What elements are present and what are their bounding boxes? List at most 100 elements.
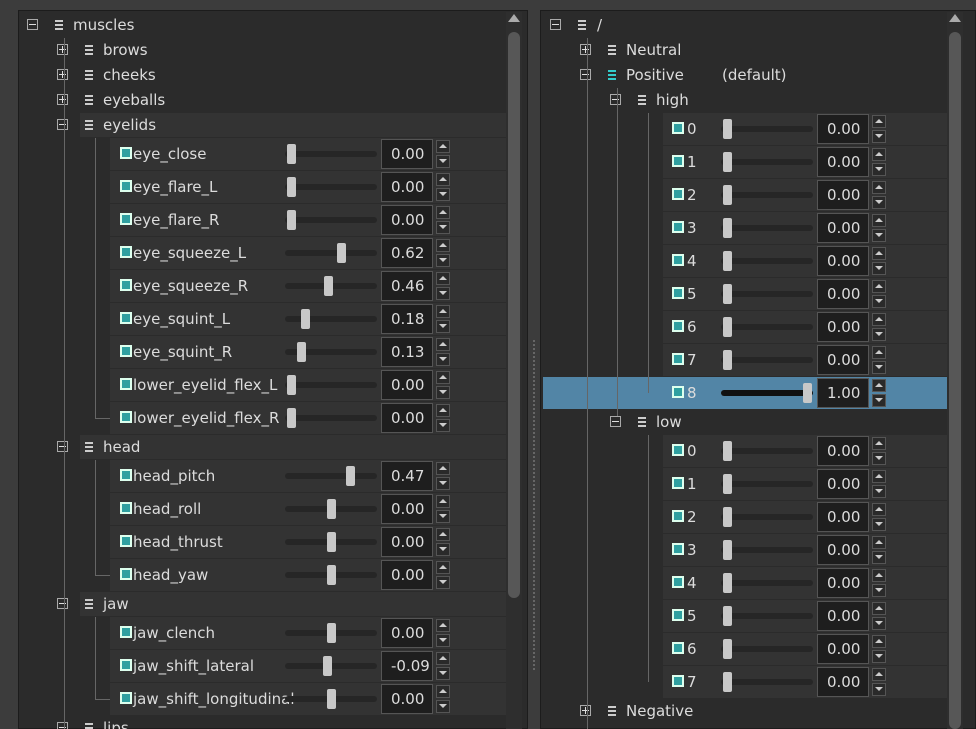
menu-icon[interactable] bbox=[85, 603, 93, 605]
checkbox[interactable] bbox=[120, 469, 132, 481]
expander[interactable] bbox=[57, 441, 68, 452]
slider-handle[interactable] bbox=[336, 243, 346, 263]
checkbox[interactable] bbox=[672, 576, 684, 588]
slider-handle[interactable] bbox=[327, 689, 336, 709]
menu-icon[interactable] bbox=[608, 714, 616, 716]
value-field[interactable] bbox=[817, 246, 869, 276]
checkbox[interactable] bbox=[672, 477, 684, 489]
menu-icon[interactable] bbox=[85, 607, 93, 609]
slider-handle[interactable] bbox=[287, 375, 296, 395]
slider-track[interactable] bbox=[285, 415, 377, 421]
slider-handle[interactable] bbox=[287, 408, 296, 428]
slider-handle[interactable] bbox=[723, 672, 732, 692]
scroll-thumb[interactable] bbox=[949, 32, 961, 729]
checkbox[interactable] bbox=[120, 626, 132, 638]
checkbox[interactable] bbox=[672, 386, 684, 398]
slider-track[interactable] bbox=[721, 481, 813, 487]
menu-icon[interactable] bbox=[638, 421, 646, 423]
menu-icon[interactable] bbox=[55, 24, 63, 26]
value-field[interactable] bbox=[381, 527, 433, 557]
checkbox[interactable] bbox=[672, 543, 684, 555]
slider-handle[interactable] bbox=[327, 499, 336, 519]
slider-handle[interactable] bbox=[803, 383, 812, 403]
value-field[interactable] bbox=[817, 114, 869, 144]
slider-track[interactable] bbox=[285, 316, 377, 322]
value-field[interactable] bbox=[381, 238, 433, 268]
slider-track[interactable] bbox=[285, 151, 377, 157]
slider-handle[interactable] bbox=[723, 540, 732, 560]
menu-icon[interactable] bbox=[85, 53, 93, 55]
value-field[interactable] bbox=[817, 147, 869, 177]
menu-icon[interactable] bbox=[638, 425, 646, 427]
slider-track[interactable] bbox=[285, 250, 377, 256]
menu-icon[interactable] bbox=[638, 99, 646, 101]
value-field[interactable] bbox=[817, 213, 869, 243]
slider-handle[interactable] bbox=[723, 284, 732, 304]
menu-icon[interactable] bbox=[85, 103, 93, 105]
value-field[interactable] bbox=[381, 618, 433, 648]
checkbox[interactable] bbox=[672, 155, 684, 167]
menu-icon[interactable] bbox=[85, 49, 93, 51]
value-field[interactable] bbox=[817, 634, 869, 664]
expander[interactable] bbox=[610, 94, 621, 105]
value-field[interactable] bbox=[381, 172, 433, 202]
slider-handle[interactable] bbox=[723, 317, 732, 337]
expander[interactable] bbox=[610, 416, 621, 427]
slider-track[interactable] bbox=[721, 126, 813, 132]
slider-handle[interactable] bbox=[287, 210, 296, 230]
expander[interactable] bbox=[580, 705, 591, 716]
slider-track[interactable] bbox=[721, 258, 813, 264]
checkbox[interactable] bbox=[672, 188, 684, 200]
checkbox[interactable] bbox=[672, 353, 684, 365]
value-field[interactable] bbox=[817, 502, 869, 532]
menu-icon[interactable] bbox=[85, 128, 93, 130]
menu-icon[interactable] bbox=[85, 99, 93, 101]
value-field[interactable] bbox=[381, 304, 433, 334]
menu-icon[interactable] bbox=[578, 24, 586, 26]
value-field[interactable] bbox=[817, 436, 869, 466]
value-field[interactable] bbox=[381, 560, 433, 590]
menu-icon[interactable] bbox=[608, 53, 616, 55]
value-field[interactable] bbox=[381, 494, 433, 524]
slider-track[interactable] bbox=[721, 547, 813, 553]
expander[interactable] bbox=[57, 69, 68, 80]
value-field[interactable] bbox=[381, 370, 433, 400]
menu-icon[interactable] bbox=[85, 45, 93, 47]
slider-handle[interactable] bbox=[723, 474, 732, 494]
slider-handle[interactable] bbox=[287, 177, 296, 197]
menu-icon[interactable] bbox=[85, 727, 93, 729]
checkbox[interactable] bbox=[120, 692, 132, 704]
value-field[interactable] bbox=[381, 139, 433, 169]
slider-track[interactable] bbox=[721, 646, 813, 652]
expander[interactable] bbox=[27, 19, 38, 30]
menu-icon[interactable] bbox=[608, 74, 616, 76]
scroll-thumb[interactable] bbox=[508, 32, 520, 598]
menu-icon[interactable] bbox=[608, 70, 616, 72]
expander[interactable] bbox=[580, 44, 591, 55]
value-field[interactable] bbox=[817, 312, 869, 342]
menu-icon[interactable] bbox=[85, 723, 93, 725]
menu-icon[interactable] bbox=[638, 95, 646, 97]
slider-track[interactable] bbox=[721, 159, 813, 165]
slider-handle[interactable] bbox=[345, 466, 355, 486]
group-row[interactable] bbox=[80, 435, 506, 459]
expander[interactable] bbox=[57, 94, 68, 105]
slider-track[interactable] bbox=[721, 357, 813, 363]
value-field[interactable] bbox=[817, 601, 869, 631]
checkbox[interactable] bbox=[672, 221, 684, 233]
value-field[interactable] bbox=[817, 378, 869, 408]
splitter[interactable] bbox=[533, 340, 535, 670]
slider-handle[interactable] bbox=[723, 507, 732, 527]
checkbox[interactable] bbox=[672, 642, 684, 654]
menu-icon[interactable] bbox=[608, 78, 616, 80]
checkbox[interactable] bbox=[672, 287, 684, 299]
slider-track[interactable] bbox=[721, 225, 813, 231]
group-row[interactable] bbox=[80, 113, 506, 137]
slider-handle[interactable] bbox=[723, 639, 732, 659]
checkbox[interactable] bbox=[120, 246, 132, 258]
checkbox[interactable] bbox=[120, 279, 132, 291]
slider-handle[interactable] bbox=[327, 623, 336, 643]
slider-track[interactable] bbox=[285, 184, 377, 190]
checkbox[interactable] bbox=[120, 568, 132, 580]
slider-track[interactable] bbox=[721, 613, 813, 619]
